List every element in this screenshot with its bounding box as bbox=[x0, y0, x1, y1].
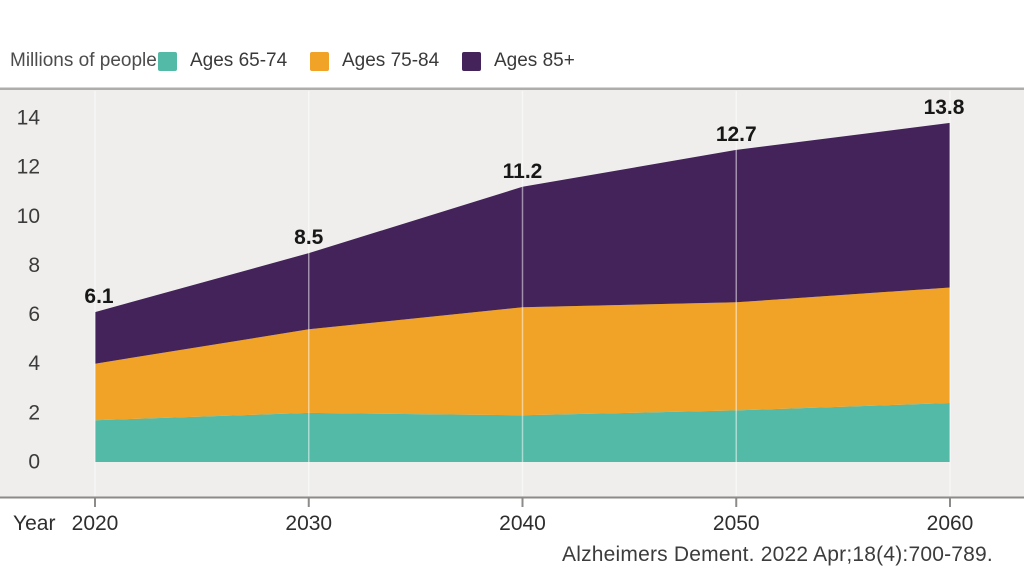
y-tick-label-2: 2 bbox=[28, 401, 40, 424]
y-tick-label-10: 10 bbox=[17, 205, 40, 228]
legend-swatch-ages-85-plus-icon bbox=[462, 51, 481, 71]
x-axis-title: Year bbox=[13, 512, 55, 535]
plot-top-border bbox=[0, 87, 1024, 90]
x-tick-label-2050: 2050 bbox=[713, 512, 760, 535]
citation: Alzheimers Dement. 2022 Apr;18(4):700-78… bbox=[562, 543, 993, 566]
x-tick-label-2060: 2060 bbox=[927, 512, 974, 535]
y-tick-label-4: 4 bbox=[28, 352, 40, 375]
x-tick-label-2040: 2040 bbox=[499, 512, 546, 535]
data-label-2020: 6.1 bbox=[84, 285, 114, 308]
y-tick-label-8: 8 bbox=[28, 254, 40, 277]
legend-swatch-ages-75-84-icon bbox=[310, 51, 329, 71]
y-tick-label-0: 0 bbox=[28, 451, 40, 474]
data-label-2030: 8.5 bbox=[294, 226, 324, 249]
legend-label-ages-75-84: Ages 75-84 bbox=[342, 50, 440, 71]
legend-swatch-ages-65-74-icon bbox=[158, 51, 177, 71]
data-label-2050: 12.7 bbox=[716, 123, 757, 146]
data-label-2040: 11.2 bbox=[503, 160, 543, 183]
y-tick-label-12: 12 bbox=[17, 156, 40, 179]
y-tick-label-6: 6 bbox=[28, 303, 40, 326]
x-tick-label-2030: 2030 bbox=[285, 512, 332, 535]
x-tick-label-2020: 2020 bbox=[72, 512, 119, 535]
data-label-2060: 13.8 bbox=[924, 96, 965, 119]
x-axis-line bbox=[0, 496, 1024, 499]
legend-item-ages-75-84: Ages 75-84 bbox=[310, 50, 439, 72]
y-tick-label-14: 14 bbox=[17, 107, 41, 130]
legend-item-ages-65-74: Ages 65-74 bbox=[158, 50, 287, 72]
legend-label-ages-65-74: Ages 65-74 bbox=[190, 50, 288, 71]
legend-label-ages-85-plus: Ages 85+ bbox=[494, 50, 575, 71]
y-axis-units-label: Millions of people bbox=[10, 50, 157, 71]
legend-item-ages-85-plus: Ages 85+ bbox=[462, 50, 575, 72]
